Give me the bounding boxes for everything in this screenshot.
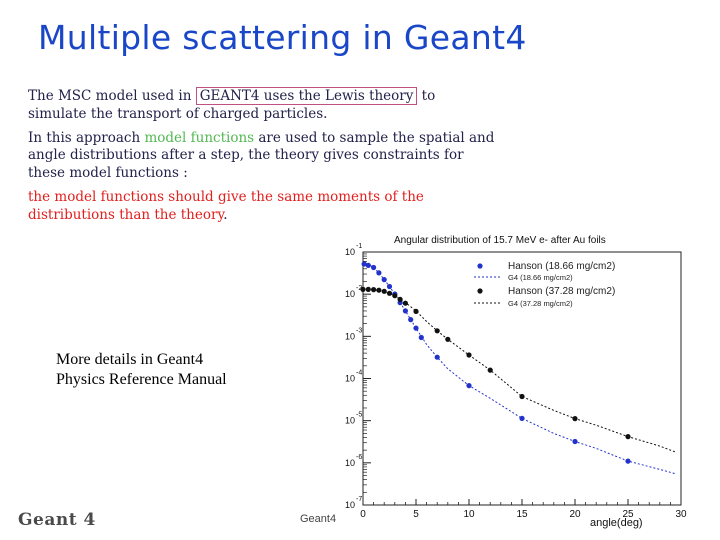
reference-note-line2: Physics Reference Manual xyxy=(56,371,227,388)
legend-label-2: Hanson (37.28 mg/cm2) xyxy=(508,286,615,297)
y-tick-label-base: 10 xyxy=(345,458,355,468)
para1-text-before: The MSC model used in xyxy=(28,88,196,104)
data-point-series-2 xyxy=(376,287,382,293)
data-point-series-2 xyxy=(371,287,377,293)
y-tick-label-base: 10 xyxy=(345,247,355,257)
moments-statement: the model functions should give the same… xyxy=(28,188,424,223)
x-tick-label: 5 xyxy=(413,509,419,520)
para2-text-after: are used to sample the spatial and angle… xyxy=(28,129,495,182)
y-tick-label-exponent: -1 xyxy=(356,243,362,250)
footer-text: Geant4 xyxy=(300,513,337,525)
legend-marker-0 xyxy=(477,263,483,269)
body-text: The MSC model used in GEANT4 uses the Le… xyxy=(28,87,498,231)
paragraph-moments: the model functions should give the same… xyxy=(28,189,498,225)
x-tick-label: 20 xyxy=(569,509,581,520)
model-functions-term: model functions xyxy=(144,129,255,146)
paragraph-lewis-theory: The MSC model used in GEANT4 uses the Le… xyxy=(28,87,498,124)
data-point-series-0 xyxy=(365,262,371,268)
legend-marker-2 xyxy=(477,288,483,294)
x-tick-label: 15 xyxy=(516,509,528,520)
paragraph-model-functions: In this approach model functions are use… xyxy=(28,130,498,183)
y-tick-label-exponent: -7 xyxy=(356,496,362,503)
reference-note: More details in Geant4 Physics Reference… xyxy=(56,350,227,390)
reference-note-line1: More details in Geant4 xyxy=(56,351,204,368)
data-point-series-0 xyxy=(413,325,419,331)
x-tick-label: 10 xyxy=(463,509,475,520)
chart-legend: Hanson (18.66 mg/cm2)G4 (18.66 mg/cm2) Ha… xyxy=(474,261,615,308)
y-tick-label-base: 10 xyxy=(345,331,355,341)
y-tick-label-exponent: -3 xyxy=(356,327,362,334)
y-tick-label-exponent: -4 xyxy=(356,370,362,377)
y-tick-label-base: 10 xyxy=(345,416,355,426)
data-point-series-0 xyxy=(519,415,525,421)
data-point-series-0 xyxy=(418,334,424,341)
legend-label-3: G4 (37.28 mg/cm2) xyxy=(508,299,573,308)
highlighted-lewis-theory: GEANT4 uses the Lewis theory xyxy=(195,87,418,105)
y-tick-label-exponent: -5 xyxy=(356,412,362,419)
x-tick-label: 0 xyxy=(360,509,366,520)
series-line-3 xyxy=(362,288,676,453)
x-axis-label: angle(deg) xyxy=(590,517,643,529)
x-tick-label: 30 xyxy=(675,509,687,520)
x-tick-label: 25 xyxy=(622,509,634,520)
moments-period: . xyxy=(223,206,228,223)
data-point-series-2 xyxy=(360,286,366,292)
para2-text-before: In this approach xyxy=(28,129,145,146)
legend-label-1: G4 (18.66 mg/cm2) xyxy=(508,273,573,282)
chart-title: Angular distribution of 15.7 MeV e- afte… xyxy=(394,235,606,246)
y-tick-label-exponent: -2 xyxy=(356,285,362,292)
data-series xyxy=(360,261,676,475)
y-tick-label-base: 10 xyxy=(345,289,355,299)
y-tick-label-base: 10 xyxy=(345,374,355,384)
para1-text-after: to simulate the transport of charged par… xyxy=(28,88,436,122)
y-tick-label-base: 10 xyxy=(345,500,355,510)
slide-title: Multiple scattering in Geant4 xyxy=(38,18,527,57)
series-line-1 xyxy=(362,261,676,475)
legend-label-0: Hanson (18.66 mg/cm2) xyxy=(508,261,615,272)
y-tick-label-exponent: -6 xyxy=(356,454,362,461)
angular-distribution-chart: Angular distribution of 15.7 MeV e- afte… xyxy=(345,235,687,529)
data-point-series-0 xyxy=(402,308,408,314)
geant4-logo: Geant 4 xyxy=(18,510,96,530)
data-point-series-0 xyxy=(361,261,367,267)
